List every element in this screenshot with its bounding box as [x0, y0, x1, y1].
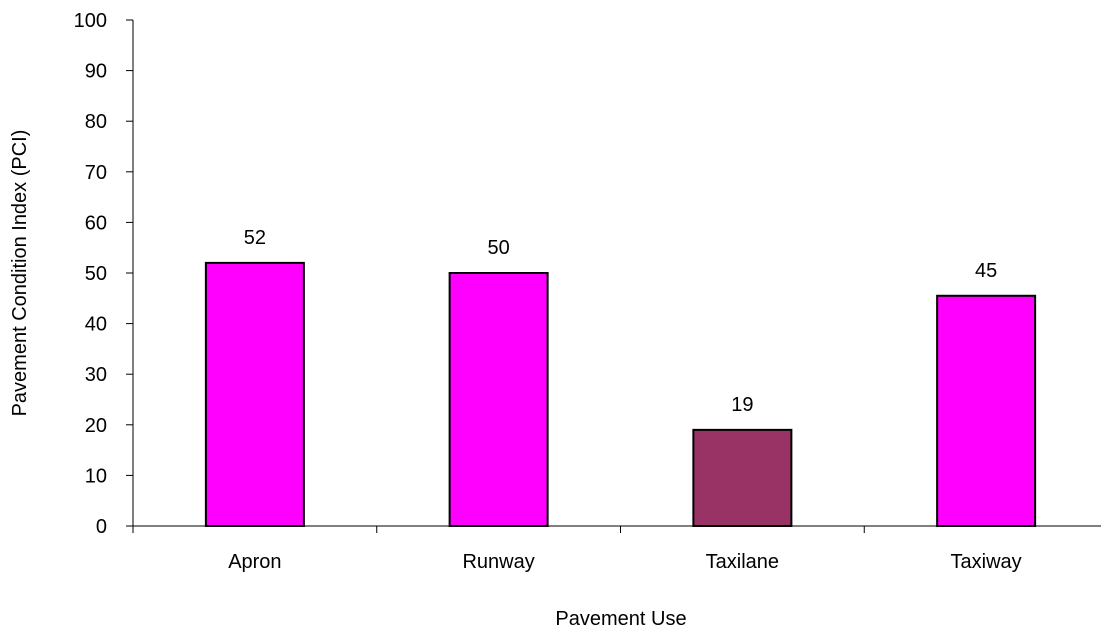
y-tick-label: 100 — [74, 10, 107, 32]
bar-taxilane — [692, 428, 793, 527]
y-tick-label: 50 — [85, 263, 107, 285]
bar-apron — [204, 261, 305, 527]
y-tick-label: 70 — [85, 162, 107, 184]
y-tick-label: 20 — [85, 415, 107, 437]
bar-runway — [448, 272, 549, 527]
y-tick-label: 10 — [85, 465, 107, 487]
y-tick-label: 0 — [96, 516, 107, 538]
x-axis-categories: Apron Runway Taxilane Taxiway — [132, 526, 1022, 573]
category-label-taxiway: Taxiway — [951, 551, 1022, 573]
y-tick-label: 90 — [85, 61, 107, 83]
bars — [204, 261, 1037, 527]
y-tick-label: 80 — [85, 111, 107, 133]
x-axis-title: Pavement Use — [555, 608, 686, 630]
category-label-taxilane: Taxilane — [706, 551, 779, 573]
data-label-runway: 50 — [488, 237, 510, 259]
y-tick-label: 60 — [85, 212, 107, 234]
data-labels: 52 50 19 45 — [244, 227, 998, 416]
y-tick-label: 40 — [85, 314, 107, 336]
y-axis-title: Pavement Condition Index (PCI) — [9, 130, 31, 417]
y-tick-label: 30 — [85, 364, 107, 386]
data-label-taxilane: 19 — [731, 394, 753, 416]
data-label-taxiway: 45 — [975, 260, 997, 282]
bar-taxiway — [936, 294, 1037, 527]
category-label-apron: Apron — [228, 551, 281, 573]
y-axis-ticks: 0 10 20 30 40 50 60 70 80 90 100 — [74, 10, 133, 538]
category-label-runway: Runway — [462, 551, 534, 573]
data-label-apron: 52 — [244, 227, 266, 249]
